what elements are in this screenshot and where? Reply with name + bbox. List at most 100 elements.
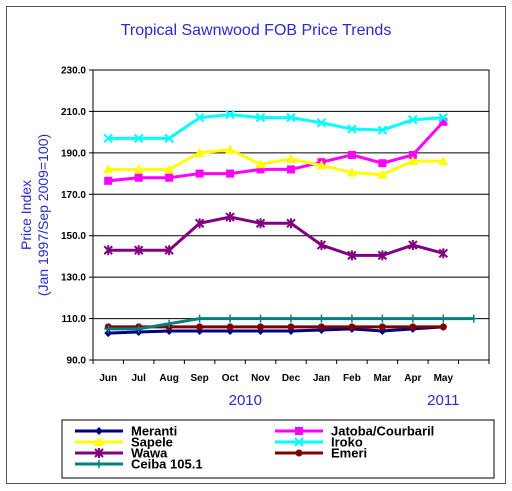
data-point	[133, 164, 144, 174]
data-point	[295, 449, 303, 457]
marker-stroke	[103, 133, 113, 144]
data-point	[347, 124, 357, 134]
data-point	[378, 323, 386, 331]
series-iroko	[103, 109, 449, 144]
data-point	[165, 173, 174, 182]
x-tick-label: Dec	[282, 373, 301, 384]
marker-stroke	[294, 437, 304, 447]
data-point	[225, 212, 235, 223]
data-point	[287, 323, 295, 331]
data-point	[347, 314, 356, 323]
data-point	[439, 323, 447, 331]
data-point	[165, 319, 174, 328]
data-point	[164, 245, 174, 256]
data-point	[287, 165, 295, 174]
data-point	[104, 324, 113, 333]
data-point	[133, 245, 144, 256]
x-tick-label: Jul	[131, 373, 146, 384]
legend-item: Meranti	[75, 424, 177, 439]
data-point	[378, 314, 387, 323]
legend-label: Sapele	[131, 435, 173, 450]
x-tick-label: Sep	[190, 373, 208, 384]
data-point	[286, 154, 296, 164]
data-point	[194, 112, 205, 123]
marker-stroke	[438, 112, 449, 123]
data-point	[195, 314, 204, 323]
data-point	[408, 115, 418, 125]
marker-stroke	[164, 133, 174, 144]
x-tick-label: Apr	[404, 373, 421, 384]
marker-stroke	[286, 112, 296, 123]
data-point	[294, 437, 304, 447]
data-point	[377, 250, 388, 261]
legend-item: Emeri	[275, 446, 367, 461]
data-point	[194, 147, 205, 157]
chart-frame: Tropical Sawnwood FOB Price Trends Price…	[6, 6, 506, 484]
data-point	[94, 437, 104, 446]
legend-item: Wawa	[75, 446, 168, 461]
marker-stroke	[408, 115, 418, 125]
data-point	[195, 169, 204, 178]
legend-label: Wawa	[131, 446, 168, 461]
data-point	[347, 150, 356, 159]
data-point	[439, 117, 448, 126]
marker-stroke	[255, 112, 266, 123]
x-tick-label: Aug	[159, 373, 178, 384]
line-chart: Tropical Sawnwood FOB Price Trends Price…	[18, 22, 495, 479]
data-point	[94, 448, 104, 458]
data-point	[103, 245, 113, 256]
x-tick-label: Mar	[373, 373, 391, 384]
data-point	[196, 323, 204, 331]
year-label: 2010	[229, 392, 262, 409]
data-point	[317, 314, 326, 323]
series-emeri	[104, 323, 447, 331]
data-point	[409, 323, 417, 331]
data-point	[439, 314, 448, 323]
data-point	[438, 248, 449, 259]
data-point	[164, 164, 175, 174]
data-point	[316, 240, 327, 251]
series-ceiba-105-1	[104, 314, 478, 333]
data-point	[378, 159, 387, 168]
legend-label: Meranti	[131, 424, 177, 439]
x-tick-label: May	[434, 373, 454, 384]
series-line	[108, 325, 444, 335]
marker-stroke	[316, 118, 327, 128]
data-point	[226, 323, 234, 331]
series-line	[108, 113, 444, 140]
marker-stroke	[225, 109, 235, 120]
data-point	[438, 156, 449, 166]
data-point	[408, 150, 417, 159]
data-point	[408, 314, 417, 323]
y-axis-label: Price Index(Jan 1997/Sep 2009=100)	[18, 134, 51, 296]
legend-item: Iroko	[275, 435, 363, 450]
y-tick-label: 210.0	[61, 107, 86, 118]
y-tick-label: 90.0	[67, 356, 87, 367]
chart-title: Tropical Sawnwood FOB Price Trends	[121, 22, 392, 39]
data-point	[295, 427, 303, 435]
data-point	[226, 169, 235, 178]
data-point	[408, 240, 418, 251]
data-point	[469, 314, 478, 323]
y-tick-label: 190.0	[61, 148, 86, 159]
data-point	[194, 218, 205, 229]
x-tick-label: Oct	[222, 373, 239, 384]
data-point	[134, 173, 143, 182]
legend-item: Jatoba/Courbaril	[275, 424, 434, 439]
data-point	[95, 427, 103, 435]
data-point	[286, 218, 296, 229]
y-tick-label: 150.0	[61, 231, 86, 242]
data-point	[133, 133, 144, 144]
data-point	[255, 112, 266, 123]
legend-item: Sapele	[75, 435, 173, 450]
data-point	[256, 165, 265, 174]
data-point	[256, 314, 265, 323]
legend: Meranti Jatoba/Courbaril Sapele Iroko Wawa Em…	[61, 419, 495, 479]
series-line	[108, 215, 444, 257]
series-wawa	[103, 212, 449, 261]
x-tick-label: Jun	[99, 373, 117, 384]
x-tick-label: Nov	[251, 373, 270, 384]
data-point	[346, 167, 357, 177]
data-point	[226, 314, 235, 323]
x-tick-label: Feb	[343, 373, 361, 384]
